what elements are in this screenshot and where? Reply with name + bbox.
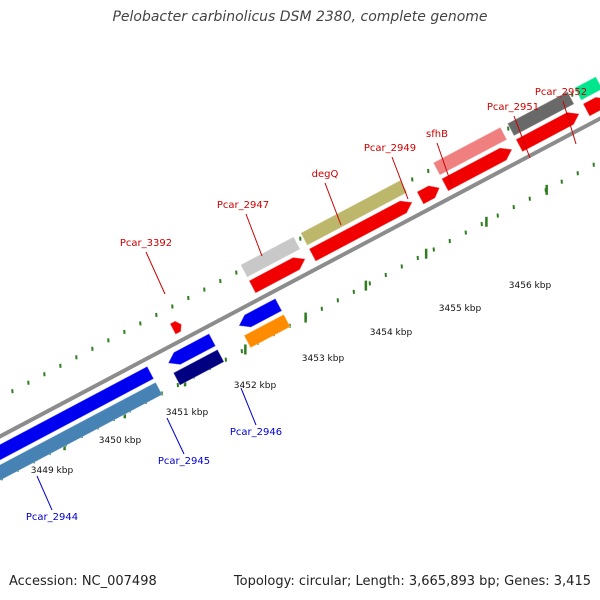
gene-pcar-2946[interactable] <box>244 314 291 348</box>
cds-arrow-reverse[interactable] <box>0 366 154 472</box>
label-leader-line <box>324 182 342 226</box>
scale-label: 3454 kbp <box>370 328 413 338</box>
gene-label-reverse[interactable]: Pcar_2946 <box>230 427 282 438</box>
genome-title: Pelobacter carbinolicus DSM 2380, comple… <box>112 9 488 25</box>
cds-arrow[interactable] <box>309 200 413 262</box>
gene-edge-highlight <box>243 313 292 349</box>
gene-edge-highlight <box>440 147 513 192</box>
gene-edge-highlight <box>239 236 301 278</box>
cds-arrow[interactable] <box>441 147 513 192</box>
gene-edge-highlight <box>0 365 155 461</box>
gene-edge-highlight <box>573 76 600 101</box>
cds-arrow[interactable] <box>515 112 580 152</box>
label-leader-line <box>562 100 577 145</box>
cds-arrow-reverse[interactable] <box>168 333 216 365</box>
gene-labels: Pcar_3392 Pcar_2947 degQ Pcar_2949 sfhB Pcar_… <box>26 87 587 523</box>
label-leader-line <box>240 387 257 426</box>
scale-label: 3450 kbp <box>99 436 142 446</box>
gene-pcar-2951[interactable] <box>507 91 575 136</box>
scale-label: 3455 kbp <box>439 304 482 314</box>
gene-edge-highlight <box>582 96 600 117</box>
gene-edge-highlight <box>0 381 163 482</box>
gene-edge-highlight <box>299 179 408 247</box>
gene-edge-highlight <box>515 111 581 153</box>
gene-label-forward[interactable]: Pcar_2947 <box>217 200 269 211</box>
gene-label-forward[interactable]: sfhB <box>426 129 448 140</box>
label-leader-line <box>166 417 185 455</box>
gene-label-reverse[interactable]: Pcar_2944 <box>26 512 78 523</box>
scale-label: 3456 kbp <box>509 281 552 291</box>
genome-backbone <box>0 116 600 439</box>
label-leader-line <box>513 115 531 159</box>
label-leader-line <box>391 156 409 200</box>
gene-label-forward[interactable]: Pcar_2952 <box>535 87 587 98</box>
cds-arrow[interactable] <box>249 257 306 294</box>
gene-edge-highlight <box>238 297 283 328</box>
scale-label: 3453 kbp <box>302 354 345 364</box>
gene-edge-highlight <box>248 256 307 294</box>
gene-edge-highlight <box>506 90 575 137</box>
label-leader-line <box>245 213 263 257</box>
gene-edge-highlight <box>167 332 217 366</box>
gene-edge-highlight <box>169 320 183 336</box>
gene-label-forward[interactable]: Pcar_2949 <box>364 143 416 154</box>
cds-arrow-small[interactable] <box>169 320 182 335</box>
gene-label-forward[interactable]: Pcar_2951 <box>487 102 539 113</box>
scale-label: 3449 kbp <box>31 466 74 476</box>
scale-label: 3451 kbp <box>166 408 209 418</box>
gene-pcar-2947[interactable] <box>240 236 301 278</box>
genome-summary: Topology: circular; Length: 3,665,893 bp… <box>233 574 591 589</box>
scale-label: 3452 kbp <box>234 381 277 391</box>
label-leader-line <box>36 475 53 511</box>
label-leader-line <box>145 251 166 295</box>
gene-edge-highlight <box>432 126 508 176</box>
gene-label-forward[interactable]: Pcar_3392 <box>120 238 172 249</box>
label-leader-line <box>436 142 453 187</box>
gene-label-reverse[interactable]: Pcar_2945 <box>158 456 210 467</box>
gene-edge-highlight <box>308 200 414 262</box>
gene-sfhb[interactable] <box>433 127 507 176</box>
gene-pcar-2945[interactable] <box>173 349 225 386</box>
gene-degq[interactable] <box>300 180 408 246</box>
gene-pcar-2944[interactable] <box>0 382 163 493</box>
gene-label-forward[interactable]: degQ <box>312 169 339 180</box>
gene-features <box>0 76 600 493</box>
gene-pcar-2952[interactable] <box>574 76 600 101</box>
cds-arrow[interactable] <box>583 97 600 117</box>
gene-edge-highlight <box>416 185 441 205</box>
scale-labels: 3449 kbp 3450 kbp 3451 kbp 3452 kbp 3453 kbp… <box>31 281 552 476</box>
cds-arrow-reverse[interactable] <box>238 298 282 328</box>
gene-edge-highlight <box>172 348 225 386</box>
accession-label: Accession: NC_007498 <box>9 574 157 589</box>
cds-arrow[interactable] <box>416 185 440 205</box>
